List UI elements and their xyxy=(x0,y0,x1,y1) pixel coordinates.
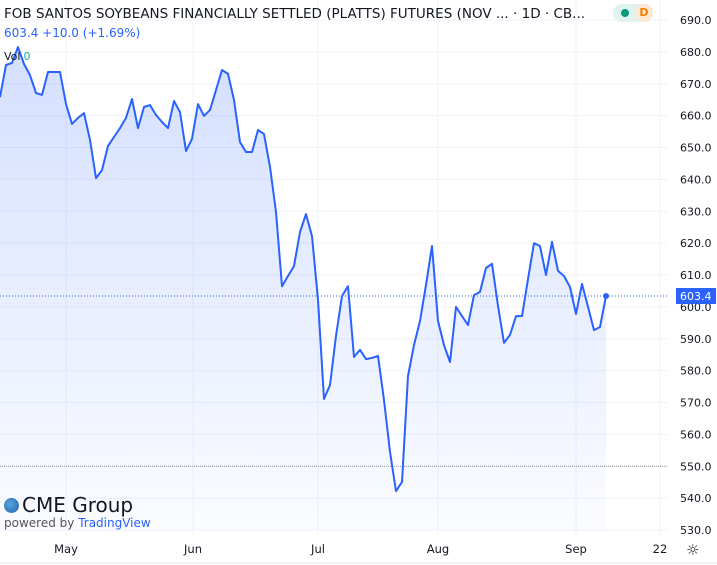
y-tick-label: 630.0 xyxy=(680,205,712,218)
y-tick-label: 610.0 xyxy=(680,269,712,282)
x-tick-label: 22 xyxy=(653,542,668,556)
y-tick-label: 620.0 xyxy=(680,237,712,250)
globe-icon xyxy=(4,497,19,513)
x-tick-label: Jun xyxy=(183,542,202,556)
cme-logo: CME Group xyxy=(4,493,133,517)
y-tick-label: 690.0 xyxy=(680,14,712,27)
last-price-dot xyxy=(603,293,609,300)
tradingview-link[interactable]: TradingView xyxy=(78,516,151,530)
y-tick-label: 660.0 xyxy=(680,110,712,123)
y-tick-label: 670.0 xyxy=(680,78,712,91)
powered-by: powered by TradingView xyxy=(4,516,151,530)
market-open-dot-icon xyxy=(621,9,629,17)
y-tick-label: 550.0 xyxy=(680,460,712,473)
x-tick-label: Aug xyxy=(427,542,449,556)
price-line xyxy=(0,46,607,493)
y-tick-label: 680.0 xyxy=(680,46,712,59)
price-area-fill xyxy=(0,47,606,530)
y-tick-label: 590.0 xyxy=(680,333,712,346)
volume-legend: Vol 0 xyxy=(4,50,30,63)
price-quote: 603.4 +10.0 (+1.69%) xyxy=(4,26,141,40)
powered-by-text: powered by xyxy=(4,516,75,530)
y-tick-label: 530.0 xyxy=(680,524,712,537)
y-tick-label: 560.0 xyxy=(680,428,712,441)
x-tick-label: Sep xyxy=(565,542,587,556)
logo-text: CME Group xyxy=(22,493,134,517)
last-price-badge xyxy=(676,288,716,305)
y-tick-label: 640.0 xyxy=(680,173,712,186)
volume-value: 0 xyxy=(23,50,31,63)
last-price-label: 603.4 xyxy=(680,290,712,303)
delayed-badge: D xyxy=(635,4,653,22)
x-tick-label: Jul xyxy=(310,542,325,556)
settings-gear-icon[interactable]: ☼ xyxy=(686,541,700,559)
y-tick-label: 600.0 xyxy=(680,301,712,314)
y-tick-label: 570.0 xyxy=(680,397,712,410)
volume-label: Vol xyxy=(4,50,21,63)
chart-title: FOB SANTOS SOYBEANS FINANCIALLY SETTLED … xyxy=(4,6,586,22)
y-tick-label: 580.0 xyxy=(680,365,712,378)
market-status-badge: D xyxy=(613,4,653,22)
y-tick-label: 540.0 xyxy=(680,492,712,505)
y-tick-label: 650.0 xyxy=(680,142,712,155)
x-tick-label: May xyxy=(54,542,78,556)
